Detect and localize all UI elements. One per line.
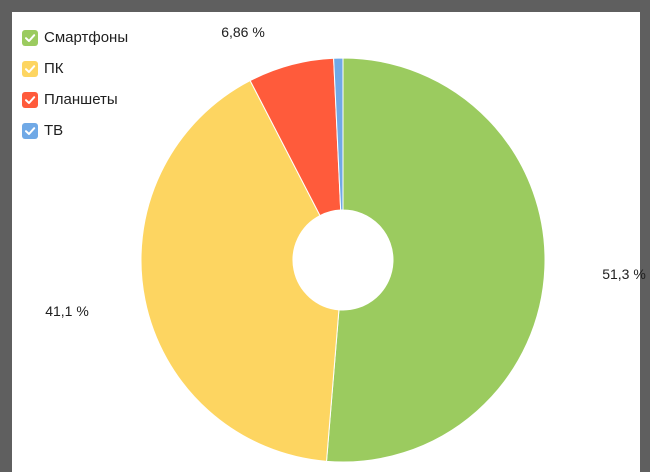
legend-item-pc[interactable]: ПК xyxy=(22,53,128,84)
legend-item-tablets[interactable]: Планшеты xyxy=(22,84,128,115)
legend-label: Смартфоны xyxy=(44,29,129,46)
checkbox-check-icon xyxy=(22,91,38,108)
legend-label: ТВ xyxy=(44,122,64,139)
donut-chart xyxy=(140,57,546,463)
data-label-pc: 41,1 % xyxy=(45,303,89,319)
pie-slice-1[interactable] xyxy=(325,57,546,463)
pie-slice-2[interactable] xyxy=(140,79,340,462)
checkbox-check-icon xyxy=(22,122,38,139)
checkbox-check-icon xyxy=(22,60,38,77)
chart-panel: Смартфоны ПК Планшеты ТВ 51,3 xyxy=(12,12,646,472)
legend-item-smartphones[interactable]: Смартфоны xyxy=(22,22,128,53)
legend-label: ПК xyxy=(44,60,64,77)
legend-item-tv[interactable]: ТВ xyxy=(22,115,128,146)
checkbox-check-icon xyxy=(22,29,38,46)
legend-label: Планшеты xyxy=(44,91,118,108)
chart-legend: Смартфоны ПК Планшеты ТВ xyxy=(22,22,128,146)
data-label-smartphones: 51,3 % xyxy=(602,266,646,282)
pie-slice-4[interactable] xyxy=(333,57,344,211)
data-label-tablets: 6,86 % xyxy=(221,24,265,40)
